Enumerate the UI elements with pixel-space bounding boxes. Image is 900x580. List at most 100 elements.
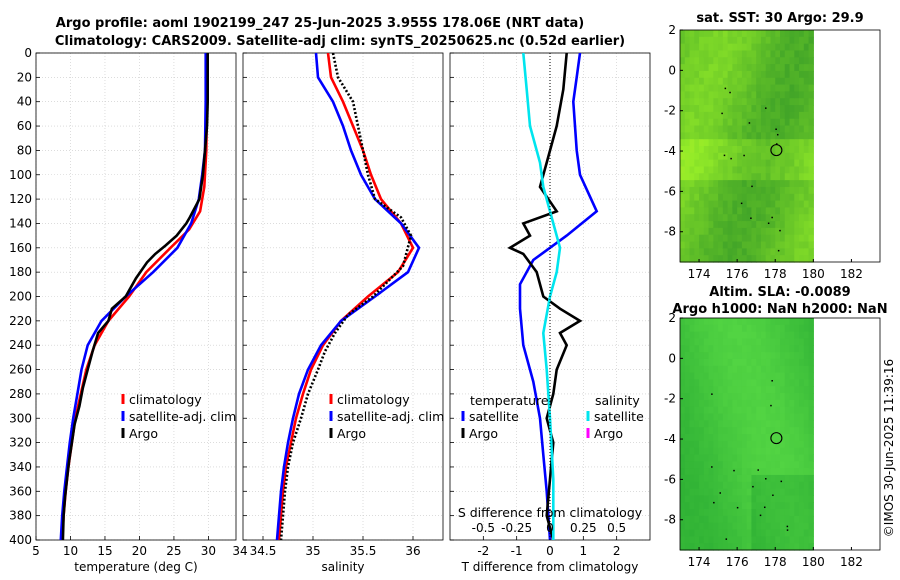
map-cell (760, 338, 767, 346)
map-cell (741, 77, 748, 86)
map-cell (780, 227, 786, 236)
map-cell (794, 393, 800, 401)
map-cell (680, 324, 686, 333)
map-cell (718, 454, 724, 462)
map-cell (808, 207, 814, 215)
map-cell (684, 427, 691, 435)
map-cell (737, 536, 743, 544)
map-cell (699, 57, 705, 65)
map-cell (756, 57, 762, 65)
map-cell (784, 502, 791, 510)
map-cell (732, 57, 738, 65)
map-cell (699, 84, 705, 93)
map-cell (732, 98, 738, 106)
map-cell (808, 413, 814, 421)
map-cell (737, 358, 743, 367)
map-cell (722, 413, 729, 421)
map-cell (784, 413, 791, 421)
map-cell (722, 515, 729, 524)
map-cell (803, 318, 810, 326)
map-cell (713, 474, 719, 483)
map-y-tick-label: -4 (664, 144, 676, 158)
map-cell (732, 447, 738, 456)
map-cell (803, 152, 810, 161)
series-line-satellite-adj-clim (275, 53, 421, 540)
map-cell (741, 221, 748, 229)
map-cell (708, 454, 714, 462)
map-cell (694, 50, 700, 58)
map-cell (799, 193, 805, 202)
map-cell (737, 139, 743, 147)
map-cell (775, 50, 781, 58)
map-cell (708, 461, 714, 469)
map-cell (770, 152, 776, 161)
map-cell (708, 434, 714, 442)
map-cell (727, 406, 733, 415)
map-cell (732, 502, 738, 510)
map-cell (684, 234, 691, 243)
map-cell (732, 352, 738, 360)
map-cell (732, 105, 738, 113)
map-cell (794, 186, 800, 195)
map-cell (689, 186, 695, 195)
map-cell (799, 221, 805, 229)
map-cell (741, 365, 748, 374)
map-cell (794, 36, 800, 45)
map-cell (703, 36, 710, 45)
map-cell (760, 365, 767, 374)
coastline-speck (743, 154, 745, 157)
map-cell (808, 358, 814, 367)
map-cell (680, 338, 686, 346)
map-cell (699, 468, 705, 476)
map-cell (722, 495, 729, 503)
map-cell (694, 111, 700, 120)
map-cell (684, 180, 691, 188)
y-tick-label: 260 (9, 363, 32, 377)
map-cell (727, 440, 733, 449)
map-cell (784, 139, 791, 147)
y-tick-label: 160 (9, 241, 32, 255)
map-cell (689, 98, 695, 106)
map-cell (746, 50, 753, 58)
map-cell (746, 132, 753, 140)
map-cell (784, 495, 791, 503)
map-cell (808, 146, 814, 154)
map-cell (703, 84, 710, 93)
map-cell (799, 57, 805, 65)
map-cell (689, 461, 695, 469)
map-cell (794, 440, 800, 449)
map-cell (699, 338, 705, 346)
map-cell (694, 434, 700, 442)
map-cell (694, 180, 700, 188)
map-cell (760, 358, 767, 367)
map-cell (751, 57, 757, 65)
map-cell (789, 454, 795, 462)
map-cell (799, 180, 805, 188)
map-cell (732, 214, 738, 222)
map-cell (718, 324, 724, 333)
map-y-tick-label: -4 (664, 432, 676, 446)
map-cell (689, 118, 695, 127)
map-cell (741, 166, 748, 174)
map-cell (718, 529, 724, 537)
map-cell (732, 36, 738, 45)
map-cell (794, 159, 800, 168)
coastline-speck (763, 506, 766, 509)
map-cell (694, 98, 700, 106)
map-cell (684, 386, 691, 394)
map-cell (737, 420, 743, 428)
map-cell (713, 105, 719, 113)
map-cell (808, 125, 814, 133)
map-cell (780, 248, 786, 256)
map-cell (699, 193, 705, 202)
map-cell (760, 372, 767, 381)
map-cell (741, 84, 748, 93)
map-cell (680, 488, 686, 497)
map-cell (718, 125, 724, 133)
map-cell (718, 509, 724, 517)
map-cell (756, 427, 762, 435)
map-cell (799, 166, 805, 174)
map-cell (803, 159, 810, 168)
map-cell (699, 345, 705, 353)
map-cell (756, 234, 762, 243)
